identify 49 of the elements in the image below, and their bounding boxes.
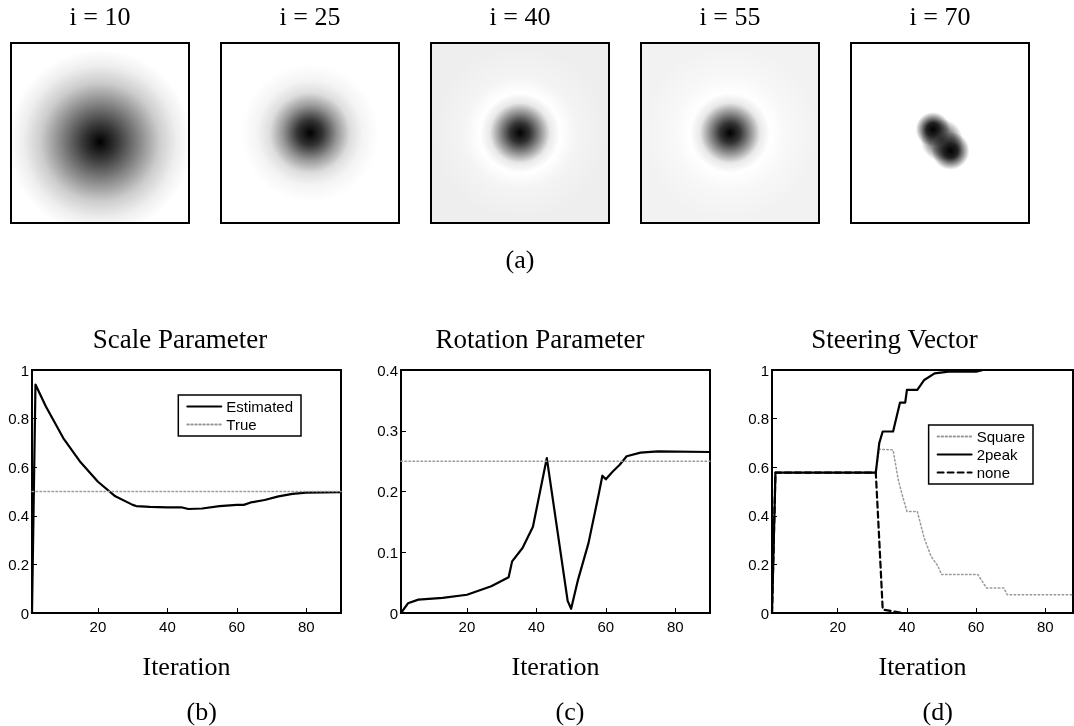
x-tick-label: 80 xyxy=(1036,618,1054,635)
y-tick-label: 0 xyxy=(20,604,29,622)
chart-title: Rotation Parameter xyxy=(435,323,645,354)
x-tick-label: 40 xyxy=(898,618,916,635)
legend-label: none xyxy=(976,464,1011,481)
x-tick-label: 20 xyxy=(89,618,107,635)
y-tick-label: 0.8 xyxy=(8,410,29,428)
chart-title: Steering Vector xyxy=(811,323,978,354)
x-tick-label: 40 xyxy=(528,618,545,635)
x-tick-label: 60 xyxy=(597,618,615,635)
y-tick-label: 0.8 xyxy=(748,410,769,428)
y-tick-label: 0.2 xyxy=(377,483,398,500)
text: (b) xyxy=(186,696,217,726)
chart-title: Scale Parameter xyxy=(92,323,268,354)
y-tick-label: 0.6 xyxy=(8,458,29,476)
x-axis-title: Iteration xyxy=(142,651,231,681)
text: (d) xyxy=(922,696,953,726)
y-tick-label: 1 xyxy=(760,361,769,379)
y-tick-label: 0.6 xyxy=(748,458,769,476)
y-tick-label: 1 xyxy=(20,361,29,379)
x-tick-label: 40 xyxy=(159,618,176,635)
x-tick-label: 60 xyxy=(967,618,985,635)
x-tick-label: 80 xyxy=(297,618,315,635)
x-tick-label: 20 xyxy=(829,618,847,635)
text: i = 10 xyxy=(68,2,132,32)
y-tick-label: 0.4 xyxy=(748,507,769,525)
text: i = 25 xyxy=(278,2,342,32)
x-tick-label: 60 xyxy=(228,618,246,635)
text: (c) xyxy=(555,696,585,726)
x-tick-label: 80 xyxy=(666,618,684,635)
y-tick-label: 0.4 xyxy=(377,361,398,379)
y-tick-label: 0.4 xyxy=(8,507,29,525)
y-tick-label: 0 xyxy=(760,604,769,622)
text: i = 40 xyxy=(488,2,552,32)
x-axis-title: Iteration xyxy=(878,651,967,681)
y-tick-label: 0.3 xyxy=(377,422,398,440)
text: (a) xyxy=(504,245,536,275)
x-tick-label: 20 xyxy=(458,618,476,635)
x-axis-title: Iteration xyxy=(511,651,600,681)
legend-label: 2peak xyxy=(976,446,1018,463)
text: i = 70 xyxy=(908,2,972,32)
y-tick-label: 0 xyxy=(389,604,398,622)
legend-label: True xyxy=(226,416,257,433)
text: i = 55 xyxy=(698,2,762,32)
y-tick-label: 0.2 xyxy=(748,555,769,573)
y-tick-label: 0.2 xyxy=(8,555,29,573)
y-tick-label: 0.1 xyxy=(377,543,398,561)
legend-label: Estimated xyxy=(226,398,294,415)
legend-label: Square xyxy=(976,428,1026,445)
